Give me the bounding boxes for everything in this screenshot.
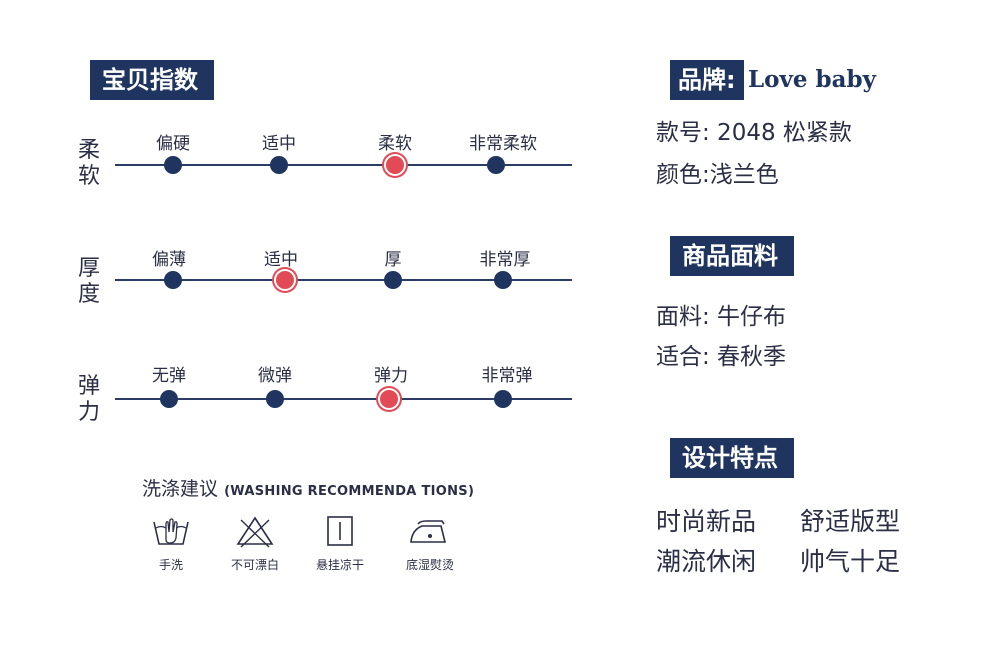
level-dot-selected <box>386 156 404 174</box>
product-color: 颜色:浅兰色 <box>656 162 779 188</box>
fabric-section-title: 商品面料 <box>670 236 794 276</box>
feature-item: 时尚新品 <box>656 507 757 536</box>
feature-item: 潮流休闲 <box>656 547 757 576</box>
level-label: 非常柔软 <box>469 134 537 154</box>
level-dot <box>487 156 505 174</box>
level-dot-selected <box>380 390 398 408</box>
level-label: 偏硬 <box>156 134 190 154</box>
scale-title: 厚度 <box>77 256 100 307</box>
feature-item: 帅气十足 <box>800 547 901 576</box>
brand-name: Love baby <box>748 66 876 93</box>
level-dot-selected <box>276 271 294 289</box>
scale-title: 柔软 <box>77 138 100 189</box>
level-dot <box>270 156 288 174</box>
level-label: 适中 <box>262 134 296 154</box>
scale-track <box>115 398 572 400</box>
level-dot <box>160 390 178 408</box>
level-dot <box>266 390 284 408</box>
wash-label: 手洗 <box>158 558 183 572</box>
washing-title-cn: 洗涤建议 <box>142 478 219 500</box>
level-dot <box>494 390 512 408</box>
level-dot <box>164 156 182 174</box>
scale-track <box>115 279 572 281</box>
level-dot <box>494 271 512 289</box>
iron-icon <box>410 520 447 543</box>
scale-title: 弹力 <box>77 374 100 425</box>
washing-title: 洗涤建议 (WASHING RECOMMENDA TIONS) <box>142 474 474 501</box>
fabric-season: 适合: 春秋季 <box>656 344 787 370</box>
brand-label: 品牌: <box>670 60 744 100</box>
feature-item: 舒适版型 <box>800 507 901 536</box>
level-label: 厚 <box>384 250 402 270</box>
level-dot <box>164 271 182 289</box>
design-section-title: 设计特点 <box>670 438 794 478</box>
fabric-material: 面料: 牛仔布 <box>656 304 787 330</box>
scale-track <box>115 164 572 166</box>
level-label: 无弹 <box>152 366 186 386</box>
wash-label: 底湿熨烫 <box>405 558 454 572</box>
wash-label: 悬挂凉干 <box>315 558 364 572</box>
level-dot <box>384 271 402 289</box>
hang-dry-icon <box>327 516 353 546</box>
level-label: 弹力 <box>374 366 408 386</box>
index-section-title: 宝贝指数 <box>90 60 214 100</box>
level-label: 非常弹 <box>481 366 533 386</box>
level-label: 微弹 <box>258 366 292 386</box>
washing-title-en: (WASHING RECOMMENDA TIONS) <box>224 484 475 499</box>
no-bleach-icon <box>236 516 274 548</box>
wash-label: 不可漂白 <box>230 558 279 572</box>
level-label: 柔软 <box>378 134 412 154</box>
level-label: 偏薄 <box>152 250 186 270</box>
hand-wash-icon <box>153 518 189 545</box>
level-label: 非常厚 <box>479 250 531 270</box>
level-label: 适中 <box>264 250 298 270</box>
style-number: 款号: 2048 松紧款 <box>656 120 852 146</box>
